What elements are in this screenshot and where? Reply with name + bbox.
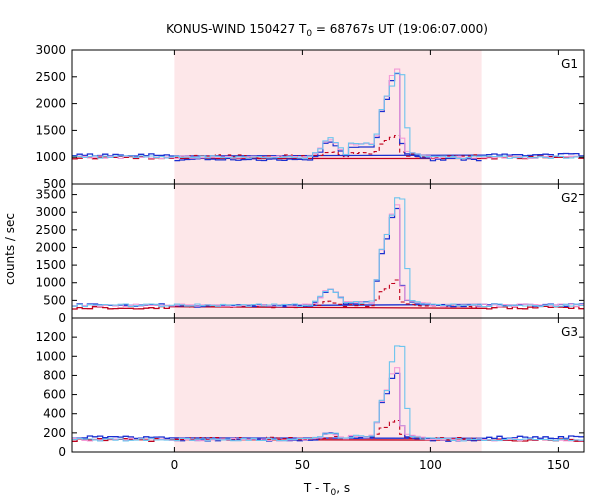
- x-axis-label: T - T0, s: [303, 481, 350, 498]
- y-tick-label: 3000: [35, 43, 66, 57]
- y-tick-label: 0: [58, 445, 66, 459]
- y-tick-label: 3500: [35, 188, 66, 202]
- y-axis-label: counts / sec: [3, 213, 17, 285]
- y-tick-label: 800: [43, 368, 66, 382]
- series-background-blue: [72, 152, 584, 157]
- series-trigger-bright: [72, 197, 584, 308]
- series-trigger-bright: [72, 345, 584, 442]
- panel-g3: 0 200 400 600 800 1000 1200 G3: [35, 317, 585, 459]
- y-tick-label: 2000: [35, 97, 66, 111]
- trigger-highlight-region: [174, 318, 482, 452]
- y-tick-label: 1000: [35, 150, 66, 164]
- series-background-red: [72, 305, 584, 310]
- panel-g1: 500 1000 1500 2000 2500 3000 G1: [35, 43, 585, 191]
- y-tick-label: 1500: [35, 258, 66, 272]
- x-tick-label: 150: [547, 458, 570, 472]
- y-tick-label: 1200: [35, 330, 66, 344]
- panel-frame: [71, 317, 585, 453]
- y-tick-label: 2500: [35, 70, 66, 84]
- y-tick-label: 400: [43, 407, 66, 421]
- panel-label-g1: G1: [561, 57, 578, 71]
- panel-g2: 0 500 1000 1500 2000 2500 3000 3500 G2: [35, 183, 585, 325]
- x-tick-label: 0: [171, 458, 179, 472]
- trigger-highlight-region: [174, 50, 482, 184]
- chart-title: KONUS-WIND 150427 T0 = 68767s UT (19:06:…: [166, 22, 488, 39]
- panel-label-g2: G2: [561, 191, 578, 205]
- x-tick-label: 100: [419, 458, 442, 472]
- y-tick-label: 500: [43, 177, 66, 191]
- series-trigger-bright: [72, 72, 584, 160]
- y-tick-label: 3000: [35, 205, 66, 219]
- panel-label-g3: G3: [561, 325, 578, 339]
- y-tick-label: 200: [43, 426, 66, 440]
- trigger-highlight-region: [174, 184, 482, 318]
- y-tick-label: 2000: [35, 240, 66, 254]
- y-tick-label: 500: [43, 293, 66, 307]
- y-tick-label: 1000: [35, 276, 66, 290]
- y-tick-label: 600: [43, 388, 66, 402]
- y-tick-label: 1000: [35, 349, 66, 363]
- x-tick-label: 50: [295, 458, 310, 472]
- y-tick-label: 1500: [35, 123, 66, 137]
- y-tick-label: 2500: [35, 223, 66, 237]
- series-background-blue: [72, 435, 584, 440]
- y-tick-label: 0: [58, 311, 66, 325]
